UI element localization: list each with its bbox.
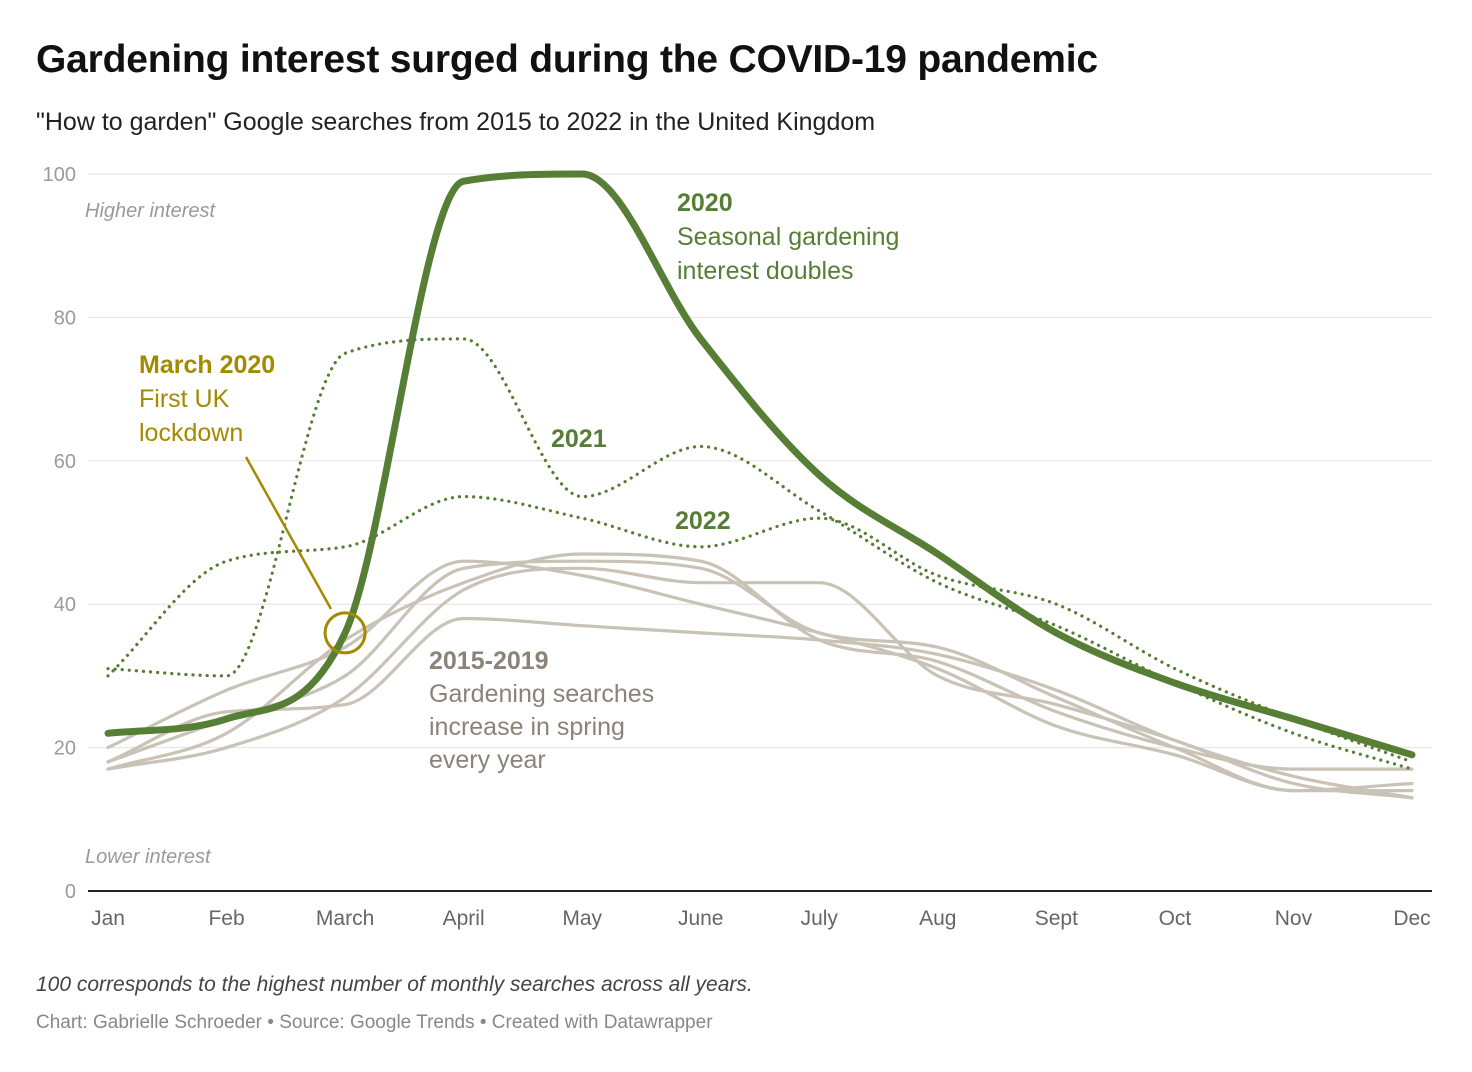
lockdown-leader-line xyxy=(244,456,333,610)
annotation-lockdown-head: March 2020 xyxy=(139,351,275,379)
annotation-lockdown: March 2020 First UK lockdown xyxy=(139,351,275,447)
series-line-baseline-3 xyxy=(106,566,1414,800)
axis-note-higher: Higher interest xyxy=(85,200,217,222)
x-tick-label: April xyxy=(443,907,485,930)
x-tick-label: Sept xyxy=(1035,907,1078,930)
annotation-2020-line: interest doubles xyxy=(677,257,854,285)
annotation-baseline-line: Gardening searches xyxy=(429,680,654,708)
chart-title: Gardening interest surged during the COV… xyxy=(36,38,1098,81)
series-line-2020 xyxy=(104,170,1416,759)
x-tick-label: July xyxy=(801,907,839,930)
annotation-baseline-line: increase in spring xyxy=(429,713,625,741)
series-lines xyxy=(104,170,1416,800)
annotation-baseline-line: every year xyxy=(429,746,546,774)
annotation-2020-head: 2020 xyxy=(677,189,733,217)
y-axis-ticks: 0 20 40 60 80 100 Higher interest Lower interes… xyxy=(43,164,217,903)
annotation-2020-line: Seasonal gardening xyxy=(677,223,899,251)
y-tick-label: 80 xyxy=(54,307,76,329)
annotation-2021: 2021 xyxy=(551,425,607,453)
chart-credit: Chart: Gabrielle Schroeder • Source: Goo… xyxy=(36,1012,713,1033)
gridlines xyxy=(88,173,1432,892)
x-tick-label: March xyxy=(316,907,374,930)
annotation-baseline: 2015-2019 Gardening searches increase in s… xyxy=(429,647,654,774)
y-tick-label: 40 xyxy=(54,594,76,616)
series-line-baseline-1 xyxy=(106,552,1414,771)
series-line-baseline-4 xyxy=(106,616,1414,800)
y-tick-label: 60 xyxy=(54,451,76,473)
axis-note-lower: Lower interest xyxy=(85,846,212,868)
annotation-2021-head: 2021 xyxy=(551,425,607,453)
annotation-2020: 2020 Seasonal gardening interest doubles xyxy=(677,189,899,285)
x-tick-label: Feb xyxy=(208,907,244,930)
y-tick-label: 0 xyxy=(65,881,76,903)
chart-notes: 100 corresponds to the highest number of… xyxy=(36,973,753,996)
chart-subtitle: "How to garden" Google searches from 201… xyxy=(36,108,876,136)
x-tick-label: Aug xyxy=(919,907,956,930)
x-tick-label: Dec xyxy=(1393,907,1430,930)
x-tick-label: June xyxy=(678,907,724,930)
lockdown-marker xyxy=(323,611,367,655)
annotation-lockdown-line: lockdown xyxy=(139,419,243,447)
x-tick-label: May xyxy=(562,907,602,930)
series-line-2022 xyxy=(106,495,1414,764)
x-tick-label: Nov xyxy=(1275,907,1313,930)
series-line-2021 xyxy=(106,337,1414,771)
x-tick-label: Oct xyxy=(1159,907,1192,930)
annotation-2022-head: 2022 xyxy=(675,507,731,535)
x-tick-label: Jan xyxy=(91,907,125,930)
y-tick-label: 100 xyxy=(43,164,76,186)
annotation-baseline-head: 2015-2019 xyxy=(429,647,549,675)
annotation-lockdown-line: First UK xyxy=(139,385,230,413)
x-axis-ticks: Jan Feb March April May June July Aug Sept Oct Nov… xyxy=(91,907,1431,930)
y-tick-label: 20 xyxy=(54,738,76,760)
annotation-2022: 2022 xyxy=(675,507,731,535)
